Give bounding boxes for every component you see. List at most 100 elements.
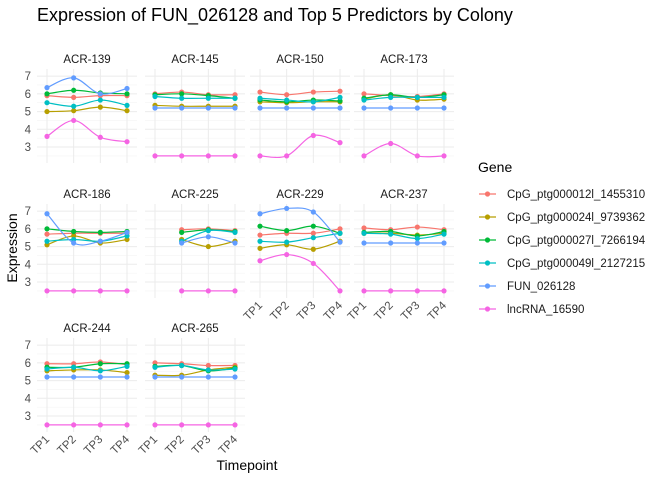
panel-strip-label: ACR-145 [171, 54, 218, 66]
data-point [232, 153, 238, 159]
data-point [97, 368, 103, 374]
data-point [71, 87, 77, 93]
series-line [363, 142, 445, 158]
series-lncrna-16590 [44, 288, 130, 294]
panel-acr-244: ACR-244 3 4 5 6 7 TP1 TP2 TP3 TP4 [25, 323, 137, 457]
data-point [97, 288, 103, 294]
series-line [259, 253, 341, 292]
series-line [363, 96, 444, 101]
legend-label: CpG_ptg000012l_1455310 [507, 189, 645, 201]
series-line [46, 213, 128, 246]
panel-strip-label: ACR-150 [276, 54, 323, 66]
data-point [44, 238, 50, 244]
series-lncrna-16590 [179, 288, 238, 294]
legend-entry-fun-026128: FUN_026128 [479, 281, 575, 293]
data-point [310, 230, 316, 236]
series-line [46, 119, 128, 143]
data-point [152, 422, 158, 428]
data-point [284, 228, 290, 234]
data-point [44, 374, 50, 380]
data-point [124, 108, 130, 114]
y-tick-label: 6 [25, 224, 31, 236]
data-point [179, 229, 185, 235]
data-point [124, 91, 130, 97]
panel-acr-225: ACR-225 [145, 189, 245, 298]
series-fun-026128 [44, 211, 130, 246]
series-line [154, 95, 235, 99]
data-point [152, 105, 158, 111]
panel-acr-139: ACR-139 3 4 5 6 7 [25, 54, 137, 163]
y-tick-label: 5 [25, 107, 31, 119]
data-point [205, 243, 211, 250]
series-fun-026128 [179, 234, 238, 246]
legend-key-point [484, 283, 491, 289]
data-point [284, 92, 290, 98]
panel-acr-145: ACR-145 [145, 54, 245, 163]
data-point [337, 140, 343, 146]
legend-label: CpG_ptg000049l_2127215 [507, 258, 645, 270]
legend-entry-lncrna-16590: lncRNA_16590 [479, 304, 584, 316]
series-line [154, 362, 236, 367]
series-lncrna-16590 [152, 153, 238, 159]
data-point [205, 422, 211, 428]
panel-strip-label: ACR-225 [171, 189, 218, 201]
data-point [97, 91, 103, 97]
data-point [337, 105, 343, 111]
data-point [257, 153, 263, 159]
series-line [259, 228, 341, 236]
data-point [205, 153, 211, 159]
panel-acr-173: ACR-173 [354, 54, 454, 163]
legend-key-point [484, 214, 491, 220]
data-point [205, 288, 211, 294]
data-point [361, 105, 367, 111]
legend-entry-cpg-ptg000012l-1455310: CpG_ptg000012l_1455310 [479, 189, 645, 201]
x-tick-label: TP2 [372, 300, 395, 323]
series-cpg-ptg000012l-1455310 [361, 224, 447, 233]
x-tick-label: TP3 [190, 434, 213, 457]
data-point [361, 230, 367, 236]
data-point [71, 117, 77, 124]
series-line [46, 369, 128, 374]
data-point [310, 235, 316, 241]
data-point [257, 238, 263, 244]
series-fun-026128 [257, 105, 343, 111]
data-point [97, 374, 103, 380]
series-lncrna-16590 [152, 422, 238, 428]
series-line [259, 101, 341, 104]
series-cpg-ptg000012l-1455310 [257, 88, 343, 98]
series-line [363, 232, 445, 240]
data-point [97, 361, 103, 367]
legend: Gene CpG_ptg000012l_1455310 CpG_ptg000024… [478, 159, 646, 316]
data-point [337, 94, 343, 100]
data-point [152, 93, 158, 100]
data-point [71, 103, 77, 109]
data-point [310, 246, 316, 252]
data-point [388, 140, 394, 147]
data-point [414, 224, 420, 230]
y-tick-label: 5 [25, 376, 31, 388]
data-point [361, 153, 367, 159]
data-point [124, 139, 130, 145]
y-tick-label: 3 [25, 142, 31, 154]
series-line [154, 91, 236, 96]
data-point [310, 99, 316, 105]
panel-strip-label: ACR-173 [380, 54, 427, 66]
data-point [284, 205, 290, 212]
series-line [46, 365, 128, 372]
data-point [205, 367, 211, 373]
series-cpg-ptg000024l-9739362 [257, 238, 343, 252]
data-point [361, 91, 367, 97]
data-point [414, 153, 420, 159]
series-line [259, 90, 341, 96]
x-tick-label: TP4 [322, 299, 346, 323]
series-cpg-ptg000049l-2127215 [44, 97, 130, 109]
series-line [259, 96, 341, 103]
series-cpg-ptg000012l-1455310 [257, 226, 343, 238]
data-point [257, 223, 263, 229]
series-fun-026128 [152, 105, 238, 111]
x-tick-label: TP3 [399, 300, 422, 323]
y-tick-label: 5 [25, 242, 31, 254]
data-point [361, 288, 367, 294]
data-point [232, 366, 238, 372]
x-tick-label: TP4 [426, 299, 450, 323]
